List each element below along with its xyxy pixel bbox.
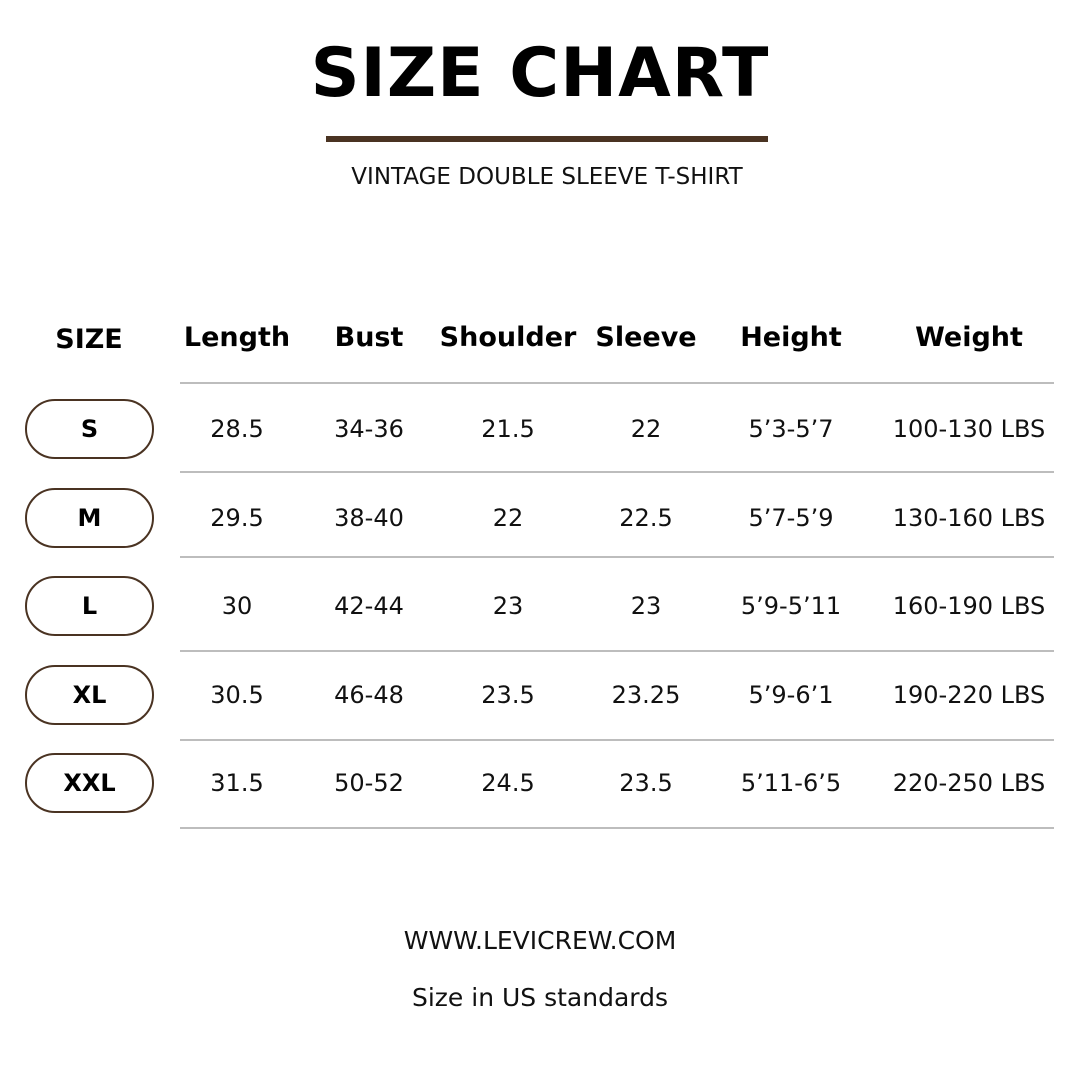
table-cell: 22.5 bbox=[619, 504, 673, 532]
table-cell: 50-52 bbox=[334, 769, 404, 797]
row-divider bbox=[180, 827, 1054, 829]
table-cell: 5’9-5’11 bbox=[740, 592, 842, 620]
row-divider bbox=[180, 556, 1054, 558]
column-header: Height bbox=[740, 322, 842, 353]
row-divider bbox=[180, 650, 1054, 652]
table-cell: 100-130 LBS bbox=[892, 415, 1046, 443]
title-divider bbox=[326, 136, 768, 142]
row-divider bbox=[180, 471, 1054, 473]
table-cell: 22 bbox=[492, 504, 524, 532]
table-cell: 23.5 bbox=[481, 681, 535, 709]
size-badge: S bbox=[25, 399, 154, 459]
table-cell: 31.5 bbox=[210, 769, 264, 797]
table-cell: 23 bbox=[492, 592, 524, 620]
table-cell: 190-220 LBS bbox=[892, 681, 1046, 709]
table-cell: 22 bbox=[630, 415, 662, 443]
size-badge: L bbox=[25, 576, 154, 636]
table-cell: 30 bbox=[221, 592, 253, 620]
table-cell: 21.5 bbox=[481, 415, 535, 443]
table-cell: 38-40 bbox=[334, 504, 404, 532]
table-cell: 29.5 bbox=[210, 504, 264, 532]
table-cell: 23.5 bbox=[619, 769, 673, 797]
table-cell: 28.5 bbox=[210, 415, 264, 443]
column-header: Sleeve bbox=[595, 322, 697, 353]
website-link[interactable]: WWW.LEVICREW.COM bbox=[403, 926, 677, 955]
table-cell: 220-250 LBS bbox=[892, 769, 1046, 797]
table-cell: 5’7-5’9 bbox=[748, 504, 834, 532]
column-header: SIZE bbox=[55, 324, 123, 355]
row-divider bbox=[180, 382, 1054, 384]
table-cell: 130-160 LBS bbox=[892, 504, 1046, 532]
column-header: Length bbox=[183, 322, 291, 353]
table-cell: 23.25 bbox=[611, 681, 681, 709]
table-cell: 5’11-6’5 bbox=[740, 769, 842, 797]
table-cell: 5’3-5’7 bbox=[748, 415, 834, 443]
table-cell: 34-36 bbox=[334, 415, 404, 443]
product-subtitle: VINTAGE DOUBLE SLEEVE T-SHIRT bbox=[351, 164, 743, 190]
size-badge: XXL bbox=[25, 753, 154, 813]
table-cell: 46-48 bbox=[334, 681, 404, 709]
table-cell: 23 bbox=[630, 592, 662, 620]
size-badge: M bbox=[25, 488, 154, 548]
page-title: SIZE CHART bbox=[310, 34, 770, 113]
table-cell: 5’9-6’1 bbox=[748, 681, 834, 709]
column-header: Shoulder bbox=[439, 322, 577, 353]
table-cell: 42-44 bbox=[334, 592, 404, 620]
table-cell: 24.5 bbox=[481, 769, 535, 797]
size-badge: XL bbox=[25, 665, 154, 725]
table-cell: 160-190 LBS bbox=[892, 592, 1046, 620]
size-standard-note: Size in US standards bbox=[411, 983, 669, 1012]
row-divider bbox=[180, 739, 1054, 741]
table-cell: 30.5 bbox=[210, 681, 264, 709]
column-header: Weight bbox=[915, 322, 1023, 353]
column-header: Bust bbox=[334, 322, 404, 353]
